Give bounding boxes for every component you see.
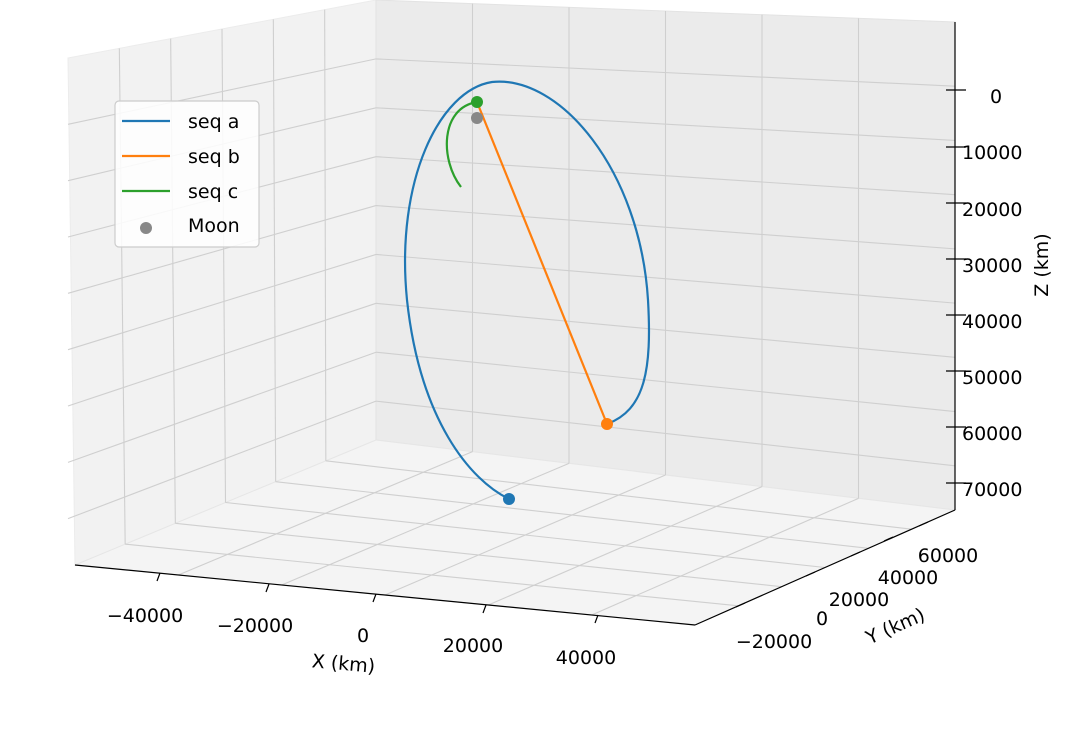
y-tick-labels: −20000 0 20000 40000 60000	[736, 545, 978, 653]
moon-marker	[471, 112, 483, 124]
series-seq-c-start-point	[471, 96, 483, 108]
series-seq-a-start-point	[503, 493, 515, 505]
z-tick-labels: 0 10000 20000 30000 40000 50000 60000 70…	[962, 86, 1022, 501]
series-seq-a-line	[403, 80, 651, 500]
z-tick-label: 0	[990, 86, 1002, 108]
y-tick-mark	[805, 571, 816, 577]
y-tick-label: 40000	[878, 567, 938, 589]
y-tick-mark	[918, 521, 929, 527]
y-tick-mark	[883, 536, 894, 542]
z-tick-label: 70000	[962, 479, 1022, 501]
x-tick-label: 40000	[556, 647, 616, 669]
legend-frame	[114, 100, 260, 248]
z-axis-label: Z (km)	[1031, 233, 1053, 296]
y-tick-label: 20000	[829, 589, 889, 611]
x-tick-mark	[594, 614, 599, 624]
z-tick-label: 20000	[962, 199, 1022, 221]
x-tick-mark	[156, 572, 161, 582]
grid-line-z	[67, 253, 377, 351]
z-tick-label: 40000	[962, 311, 1022, 333]
x-tick-label: 20000	[443, 635, 503, 657]
legend-swatch-moon	[140, 222, 152, 234]
grid-line-y	[324, 9, 327, 461]
series-seq-b-start-point	[601, 418, 613, 430]
x-tick-label: −20000	[217, 615, 293, 637]
x-tick-mark	[482, 604, 487, 614]
x-tick-label: −40000	[107, 605, 183, 627]
series-seq-b-line	[475, 101, 609, 425]
y-tick-label: 60000	[918, 545, 978, 567]
x-axis-label: X (km)	[311, 650, 376, 677]
grid-line-y	[272, 19, 277, 482]
y-tick-label: 0	[816, 608, 828, 630]
x-tick-mark	[265, 583, 270, 593]
x-axis-line	[74, 564, 696, 626]
axes-panes	[67, 0, 957, 626]
z-tick-label: 30000	[962, 255, 1022, 277]
legend-label-seq-c: seq c	[188, 181, 238, 203]
y-tick-mark	[850, 551, 861, 557]
series-seq-c-line	[445, 100, 478, 188]
z-tick-label: 50000	[962, 367, 1022, 389]
legend-label-moon: Moon	[188, 215, 240, 237]
plot-area	[403, 80, 651, 505]
x-tick-label: 0	[357, 625, 369, 647]
z-tick-label: 60000	[962, 423, 1022, 445]
z-tick-label: 10000	[962, 142, 1022, 164]
grid-line-z	[67, 351, 377, 463]
grid-line-floor	[325, 460, 912, 530]
y-tick-label: −20000	[736, 631, 812, 653]
grid-line-z	[67, 400, 377, 520]
legend-label-seq-a: seq a	[188, 111, 239, 133]
y-tick-mark	[735, 602, 746, 608]
legend: seq a seq b seq c Moon	[114, 100, 260, 248]
x-tick-mark	[372, 593, 377, 603]
x-tick-labels: −40000 −20000 0 20000 40000	[107, 605, 616, 669]
grid-line-z	[67, 302, 377, 407]
tick-marks	[156, 89, 966, 624]
legend-label-seq-b: seq b	[188, 146, 240, 168]
